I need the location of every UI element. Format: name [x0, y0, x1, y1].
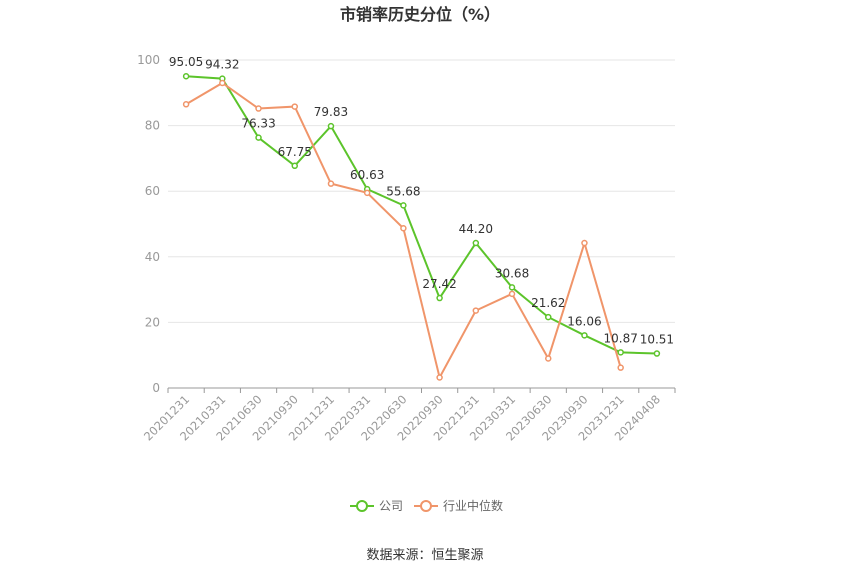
source-text: 数据来源：恒生聚源 — [366, 548, 483, 563]
series-1-point[interactable] — [472, 307, 480, 314]
y-tick-label: 0 — [152, 381, 160, 395]
y-tick-label: 80 — [145, 119, 160, 133]
series-0-point[interactable] — [255, 134, 262, 141]
y-tick-label: 20 — [145, 315, 160, 329]
y-tick-label: 100 — [137, 53, 160, 67]
series-0-point[interactable] — [327, 122, 335, 130]
data-label: 79.83 — [314, 105, 348, 119]
series-0-point[interactable] — [545, 313, 552, 321]
grid-lines — [168, 59, 675, 323]
legend-label-0[interactable]: 公司 — [379, 499, 403, 513]
series-1-point[interactable] — [400, 225, 407, 232]
data-label: 16.06 — [567, 314, 601, 328]
data-label: 44.20 — [459, 222, 493, 236]
data-label: 10.87 — [603, 331, 637, 345]
series-group — [182, 72, 661, 381]
data-label: 95.05 — [169, 55, 203, 69]
series-line-0 — [186, 75, 657, 355]
legend-marker-1 — [420, 500, 432, 512]
data-label: 94.32 — [205, 58, 239, 72]
series-1-point[interactable] — [508, 290, 516, 298]
series-0-point[interactable] — [400, 202, 407, 209]
series-0-point[interactable] — [472, 239, 480, 247]
series-1-point[interactable] — [327, 180, 335, 187]
series-1-point[interactable] — [363, 189, 371, 197]
series-0-point[interactable] — [291, 162, 298, 170]
data-label: 67.75 — [278, 145, 312, 159]
data-label: 21.62 — [531, 296, 565, 310]
legend-marker-0 — [356, 500, 368, 512]
series-1-point[interactable] — [255, 105, 262, 112]
series-1-point[interactable] — [182, 101, 190, 108]
y-tick-label: 40 — [145, 250, 160, 264]
series-1-point[interactable] — [617, 364, 624, 371]
series-1-point[interactable] — [545, 355, 552, 362]
y-axis: 0 20 40 60 80 100 — [137, 53, 160, 395]
series-1-point[interactable] — [219, 79, 226, 87]
series-0-point[interactable] — [653, 350, 661, 357]
series-0-point[interactable] — [508, 284, 516, 291]
x-axis: 2020123120210331202106302021093020211231… — [141, 387, 676, 444]
data-label: 30.68 — [495, 266, 529, 280]
series-0-point[interactable] — [617, 349, 624, 356]
series-0-point[interactable] — [436, 294, 443, 302]
series-1-point[interactable] — [291, 103, 298, 110]
data-label: 76.33 — [241, 117, 275, 131]
legend: 公司 行业中位数 — [350, 498, 503, 513]
series-1-point[interactable] — [581, 239, 588, 247]
data-label: 55.68 — [386, 184, 420, 198]
y-tick-label: 60 — [145, 184, 160, 198]
data-label: 60.63 — [350, 168, 384, 182]
data-label: 10.51 — [640, 333, 674, 347]
series-0-point[interactable] — [581, 332, 588, 339]
legend-label-1[interactable]: 行业中位数 — [443, 498, 503, 513]
series-1-point[interactable] — [436, 374, 443, 381]
data-label: 27.42 — [422, 277, 456, 291]
chart-title: 市销率历史分位（%） — [340, 5, 500, 24]
series-0-point[interactable] — [182, 72, 190, 80]
